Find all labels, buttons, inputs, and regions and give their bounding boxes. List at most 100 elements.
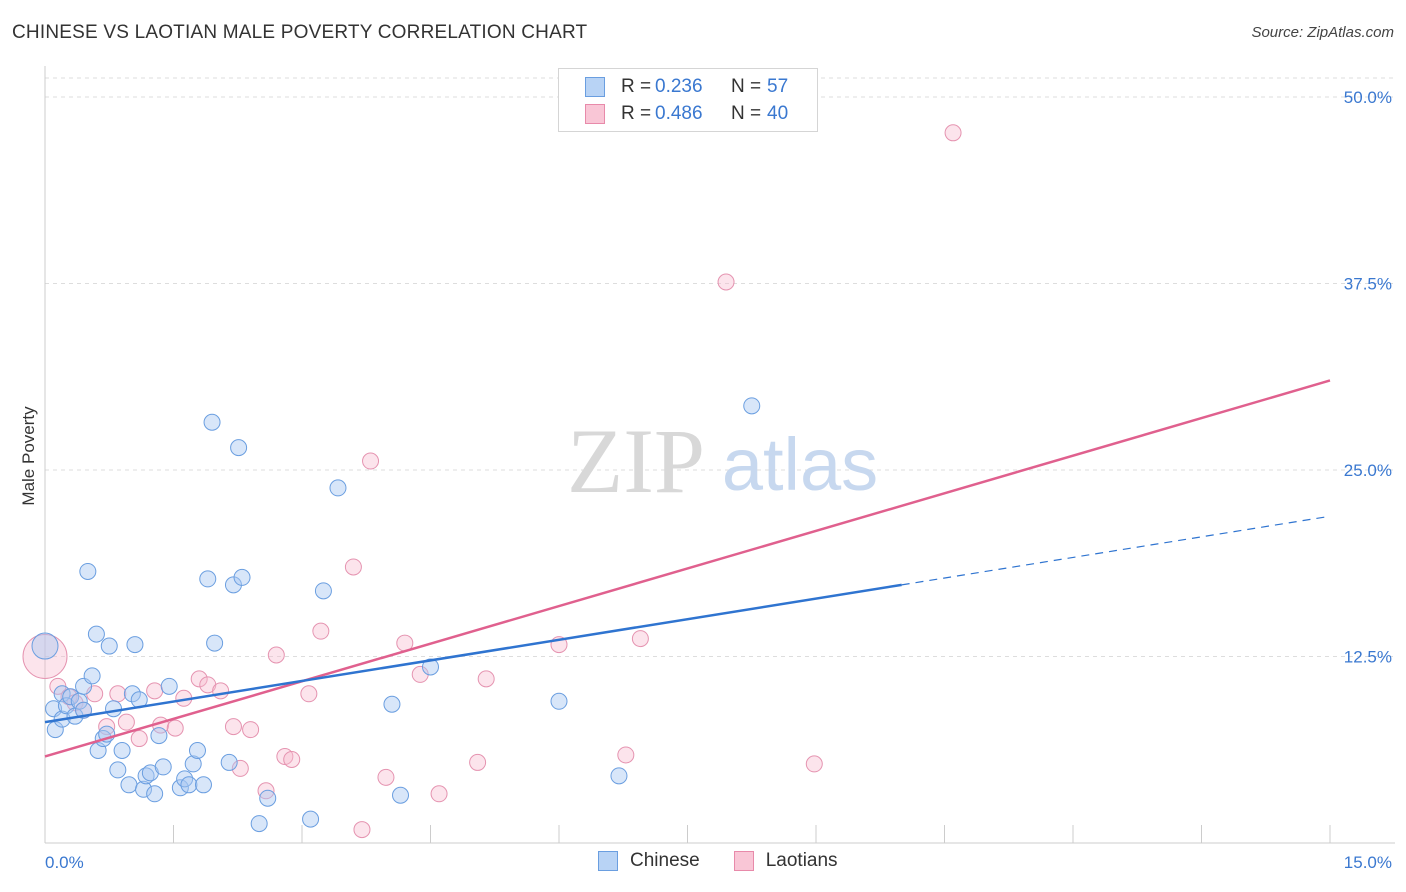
laotians-point	[212, 682, 230, 700]
n-value-chinese: 57	[767, 76, 789, 97]
laotians-point	[617, 746, 635, 764]
laotians-swatch-icon	[733, 851, 754, 871]
chinese-point	[184, 755, 202, 773]
n-label: N =	[731, 76, 762, 97]
chinese-point	[135, 780, 153, 798]
legend-label-laotians: Laotians	[765, 850, 838, 871]
laotians-point	[353, 821, 371, 839]
watermark-zip: ZIP	[567, 410, 705, 512]
r-value-chinese: 0.236	[655, 76, 703, 97]
laotians-point	[190, 670, 208, 688]
laotians-point	[146, 682, 164, 700]
chinese-swatch-icon	[585, 77, 605, 97]
chinese-point	[120, 776, 138, 794]
chinese-point	[220, 753, 238, 771]
legend-item-laotians: Laotians	[733, 850, 838, 872]
laotians-swatch-icon	[585, 104, 605, 124]
tick-labels: 12.5% 25.0% 37.5% 50.0% 0.0% 15.0%	[45, 88, 1392, 872]
laotians-point	[477, 670, 495, 688]
chinese-point	[743, 397, 761, 415]
correlation-legend: R = 0.236 N = 57 R = 0.486 N = 40	[558, 68, 818, 132]
chinese-point	[105, 700, 123, 718]
y-tick-label: 12.5%	[1344, 648, 1392, 667]
y-axis-label: Male Poverty	[19, 406, 38, 506]
laotians-point	[22, 634, 68, 679]
chinese-point	[123, 685, 141, 703]
watermark-atlas: atlas	[722, 423, 878, 506]
grid-lines	[45, 77, 1395, 657]
legend-row-chinese: R = 0.236 N = 57	[585, 74, 788, 100]
chinese-trend-extension	[901, 515, 1331, 586]
chinese-point	[83, 667, 101, 685]
laotians-point	[109, 685, 127, 703]
chinese-point	[250, 815, 268, 833]
axes	[44, 66, 1395, 844]
chinese-point	[113, 741, 131, 759]
chinese-point	[180, 776, 198, 794]
r-label: R =	[621, 103, 652, 124]
laotians-point	[267, 646, 285, 664]
y-tick-label: 37.5%	[1344, 275, 1392, 294]
watermark: ZIP atlas	[567, 410, 878, 512]
laotians-point	[283, 750, 301, 768]
chinese-point	[126, 636, 144, 654]
chinese-point	[176, 770, 194, 788]
laotians-point	[377, 768, 395, 786]
chinese-point	[199, 570, 217, 588]
chinese-point	[383, 695, 401, 713]
chinese-point	[109, 761, 127, 779]
chinese-point	[79, 562, 97, 580]
laotians-point	[805, 755, 823, 773]
chinese-point	[230, 439, 248, 457]
series-legend: Chinese Laotians	[598, 850, 872, 872]
chinese-point	[146, 785, 164, 803]
laotians-point	[231, 759, 249, 777]
laotians-point	[631, 630, 649, 648]
y-tick-label: 50.0%	[1344, 88, 1392, 107]
chinese-point	[188, 741, 206, 759]
chart-title: CHINESE VS LAOTIAN MALE POVERTY CORRELAT…	[12, 22, 588, 43]
chinese-point	[302, 810, 320, 828]
chinese-point	[550, 692, 568, 710]
n-value-laotians: 40	[767, 103, 789, 124]
chinese-trend-line	[44, 583, 902, 724]
chinese-point	[87, 625, 105, 643]
laotians-point	[224, 718, 242, 736]
laotians-point	[430, 785, 448, 803]
laotians-point	[166, 719, 184, 737]
laotians-point	[312, 622, 330, 640]
chinese-point	[224, 576, 242, 594]
chinese-point	[206, 634, 224, 652]
r-label: R =	[621, 76, 652, 97]
chinese-point	[150, 727, 168, 745]
x-tick-label: 0.0%	[45, 853, 84, 872]
r-value-laotians: 0.486	[655, 103, 703, 124]
y-tick-label: 25.0%	[1344, 461, 1392, 480]
legend-row-laotians: R = 0.486 N = 40	[585, 101, 788, 127]
chinese-point	[329, 479, 347, 497]
chinese-point	[392, 786, 410, 804]
chinese-point	[154, 758, 172, 776]
laotians-point	[117, 713, 135, 731]
laotians-point	[242, 721, 260, 739]
chinese-point	[259, 789, 277, 807]
laotians-trend-line	[44, 379, 1331, 758]
chinese-point	[62, 688, 80, 706]
chinese-point	[233, 568, 251, 586]
chinese-point	[314, 582, 332, 600]
legend-label-chinese: Chinese	[630, 850, 700, 871]
x-tick-label: 15.0%	[1344, 853, 1392, 872]
chinese-point	[160, 677, 178, 695]
chinese-point	[610, 767, 628, 785]
chinese-point	[422, 658, 439, 676]
legend-item-chinese: Chinese	[598, 850, 700, 872]
chinese-point	[194, 776, 212, 794]
laotians-point	[130, 730, 148, 748]
source-label: Source: ZipAtlas.com	[1251, 24, 1394, 41]
chinese-points	[31, 397, 761, 833]
chinese-point	[31, 632, 59, 660]
chinese-point	[203, 413, 221, 431]
laotians-point	[944, 124, 962, 142]
laotians-point	[469, 753, 487, 771]
